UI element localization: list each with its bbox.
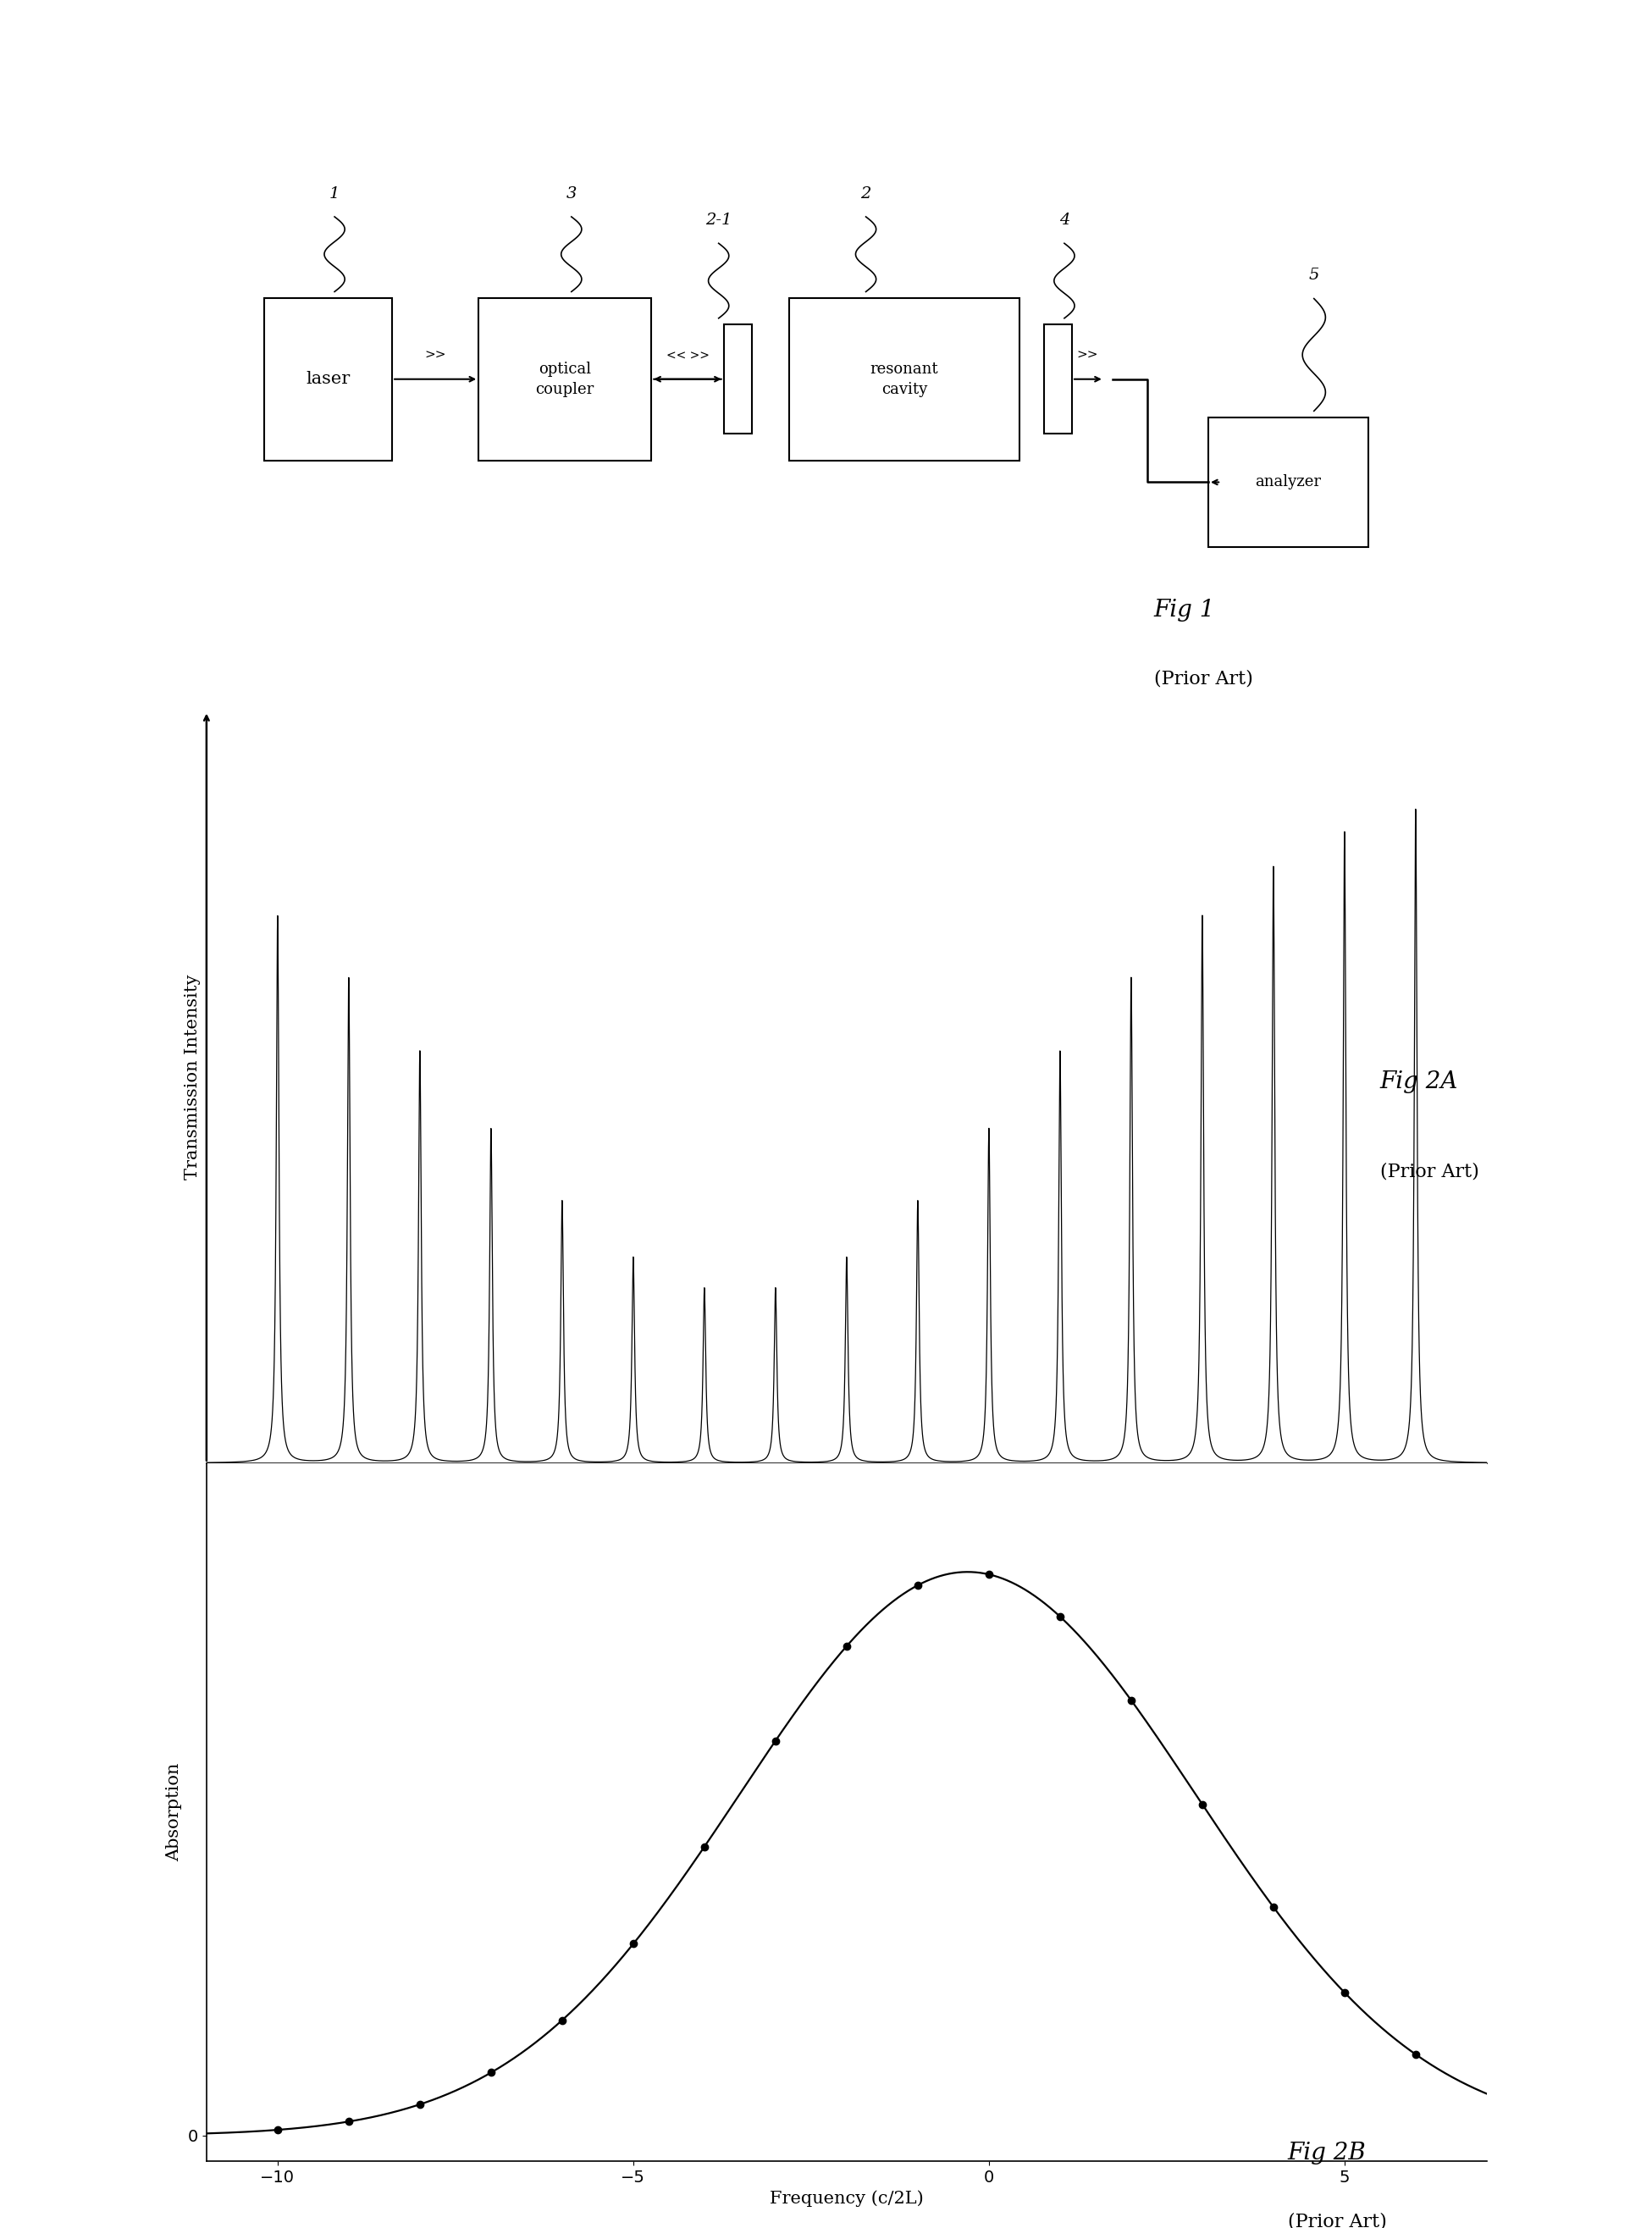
Text: (Prior Art): (Prior Art) <box>1155 671 1252 688</box>
Bar <box>790 299 1019 461</box>
Text: (Prior Art): (Prior Art) <box>1379 1163 1479 1181</box>
Text: 2-1: 2-1 <box>705 212 732 227</box>
Text: 2: 2 <box>861 185 871 201</box>
X-axis label: Frequency (c/2L): Frequency (c/2L) <box>770 2190 923 2208</box>
Text: << >>: << >> <box>666 350 709 361</box>
Text: analyzer: analyzer <box>1256 475 1322 490</box>
Text: 5: 5 <box>1308 267 1320 283</box>
Bar <box>264 299 392 461</box>
Text: Fig 2B: Fig 2B <box>1287 2141 1366 2166</box>
Bar <box>724 325 752 434</box>
Y-axis label: Absorption: Absorption <box>165 1762 182 1860</box>
Y-axis label: Transmission Intensity: Transmission Intensity <box>185 974 200 1181</box>
Text: 3: 3 <box>567 185 577 201</box>
Text: 4: 4 <box>1059 212 1069 227</box>
Text: Fig 2A: Fig 2A <box>1379 1072 1459 1094</box>
X-axis label: Frequency (c/2L): Frequency (c/2L) <box>770 1493 923 1508</box>
Bar <box>479 299 651 461</box>
Text: >>: >> <box>425 350 446 361</box>
Text: 1: 1 <box>329 185 340 201</box>
Text: (Prior Art): (Prior Art) <box>1287 2212 1386 2228</box>
Bar <box>1208 417 1368 548</box>
Text: laser: laser <box>306 372 350 388</box>
Bar <box>1044 325 1072 434</box>
Text: resonant
cavity: resonant cavity <box>871 361 938 397</box>
Text: >>: >> <box>1077 350 1099 361</box>
Text: optical
coupler: optical coupler <box>535 361 595 397</box>
Text: Fig 1: Fig 1 <box>1155 599 1216 622</box>
